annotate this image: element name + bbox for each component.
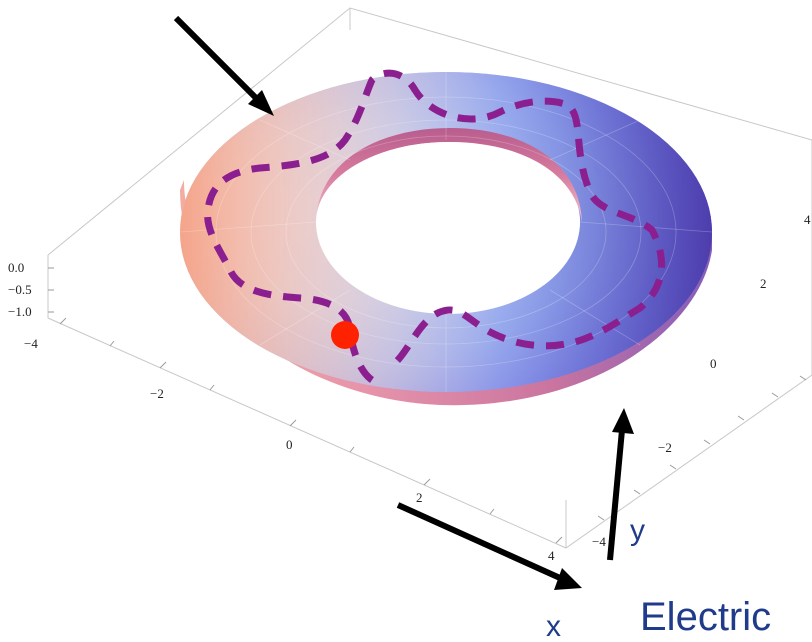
- particle-trajectory: [204, 69, 666, 383]
- y-direction-arrow: [607, 408, 634, 561]
- y-tick-label: 2: [760, 276, 767, 291]
- z-tick-labels: 0.0 −0.5 −1.0: [8, 260, 32, 319]
- y-tick-label: −4: [592, 534, 606, 549]
- y-tick-label: 4: [804, 212, 811, 227]
- x-tick-label: −4: [24, 336, 38, 351]
- y-axis-ticks: [597, 375, 807, 521]
- torus-surface: [179, 72, 713, 406]
- y-tick-labels: 4 2 0 −2 −4: [592, 212, 811, 549]
- torus-hole: [316, 142, 580, 302]
- y-tick-label: −2: [658, 440, 672, 455]
- z-tick-label: −0.5: [8, 282, 32, 297]
- z-tick-label: 0.0: [8, 260, 24, 275]
- particle-dot: [331, 321, 359, 349]
- y-tick-label: 0: [710, 356, 717, 371]
- pointer-arrow: [173, 15, 274, 116]
- x-tick-label: 2: [416, 490, 423, 505]
- torus-inner-wall: [316, 128, 582, 222]
- x-tick-label: −2: [150, 386, 164, 401]
- x-tick-labels: −4 −2 0 2 4: [24, 336, 555, 563]
- z-axis-ticks: [48, 267, 54, 313]
- y-axis-letter: y: [630, 514, 645, 547]
- x-axis-letter: x: [546, 610, 561, 642]
- caption-text: Electric: [640, 595, 771, 639]
- x-axis-ticks: [59, 317, 563, 544]
- bounding-box: [47, 7, 812, 549]
- x-tick-label: 4: [548, 548, 555, 563]
- x-direction-arrow: [396, 502, 582, 590]
- x-tick-label: 0: [286, 437, 293, 452]
- z-tick-label: −1.0: [8, 304, 32, 319]
